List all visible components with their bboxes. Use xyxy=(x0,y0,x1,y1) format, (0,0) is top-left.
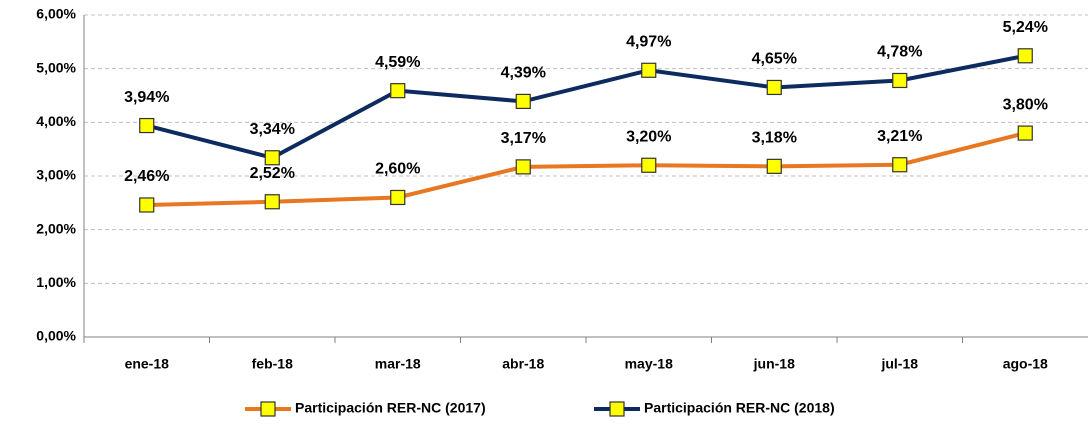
data-label: 2,52% xyxy=(250,165,295,182)
marker xyxy=(1017,48,1033,64)
x-tick-label: feb-18 xyxy=(252,356,293,372)
marker xyxy=(641,62,657,78)
data-label: 3,94% xyxy=(124,89,169,106)
marker xyxy=(892,157,908,173)
marker xyxy=(264,194,280,210)
marker xyxy=(892,72,908,89)
y-tick-label: 3,00% xyxy=(36,167,76,183)
y-tick-label: 1,00% xyxy=(36,274,76,290)
marker xyxy=(766,79,782,96)
x-tick-label: jun-18 xyxy=(753,356,795,372)
marker xyxy=(641,157,657,173)
data-label: 3,80% xyxy=(1003,96,1048,113)
marker xyxy=(766,158,782,174)
data-label: 4,59% xyxy=(375,54,420,71)
data-label: 3,34% xyxy=(250,121,295,138)
legend-label: Participación RER-NC (2018) xyxy=(644,400,835,416)
legend-marker xyxy=(260,401,276,417)
y-tick-label: 2,00% xyxy=(36,220,76,236)
x-tick-label: abr-18 xyxy=(502,356,544,372)
marker xyxy=(515,93,531,110)
marker xyxy=(1017,125,1033,141)
y-tick-label: 4,00% xyxy=(36,113,76,129)
y-tick-label: 0,00% xyxy=(36,328,76,344)
y-tick-label: 5,00% xyxy=(36,59,76,75)
marker xyxy=(390,83,406,99)
data-label: 4,78% xyxy=(877,44,922,61)
data-label: 4,39% xyxy=(501,65,546,82)
marker xyxy=(515,159,531,175)
x-tick-label: mar-18 xyxy=(375,356,421,372)
data-label: 3,17% xyxy=(501,130,546,147)
data-label: 5,24% xyxy=(1003,19,1048,36)
marker xyxy=(139,197,155,213)
data-label: 2,46% xyxy=(124,168,169,185)
data-label: 4,65% xyxy=(752,51,797,68)
marker xyxy=(264,150,280,166)
data-label: 3,21% xyxy=(877,128,922,145)
marker xyxy=(139,117,155,134)
x-tick-label: jul-18 xyxy=(880,356,918,372)
x-tick-label: ene-18 xyxy=(125,356,170,372)
data-label: 3,18% xyxy=(752,130,797,147)
data-label: 4,97% xyxy=(626,33,671,50)
data-label: 2,60% xyxy=(375,161,420,178)
legend-label: Participación RER-NC (2017) xyxy=(295,400,486,416)
x-tick-label: ago-18 xyxy=(1003,356,1048,372)
data-label: 3,20% xyxy=(626,128,671,145)
y-tick-label: 6,00% xyxy=(36,6,76,22)
marker xyxy=(390,189,406,206)
series-line xyxy=(146,53,1026,160)
x-tick-label: may-18 xyxy=(625,356,673,372)
series-line xyxy=(146,131,1026,207)
legend-marker xyxy=(609,401,625,417)
